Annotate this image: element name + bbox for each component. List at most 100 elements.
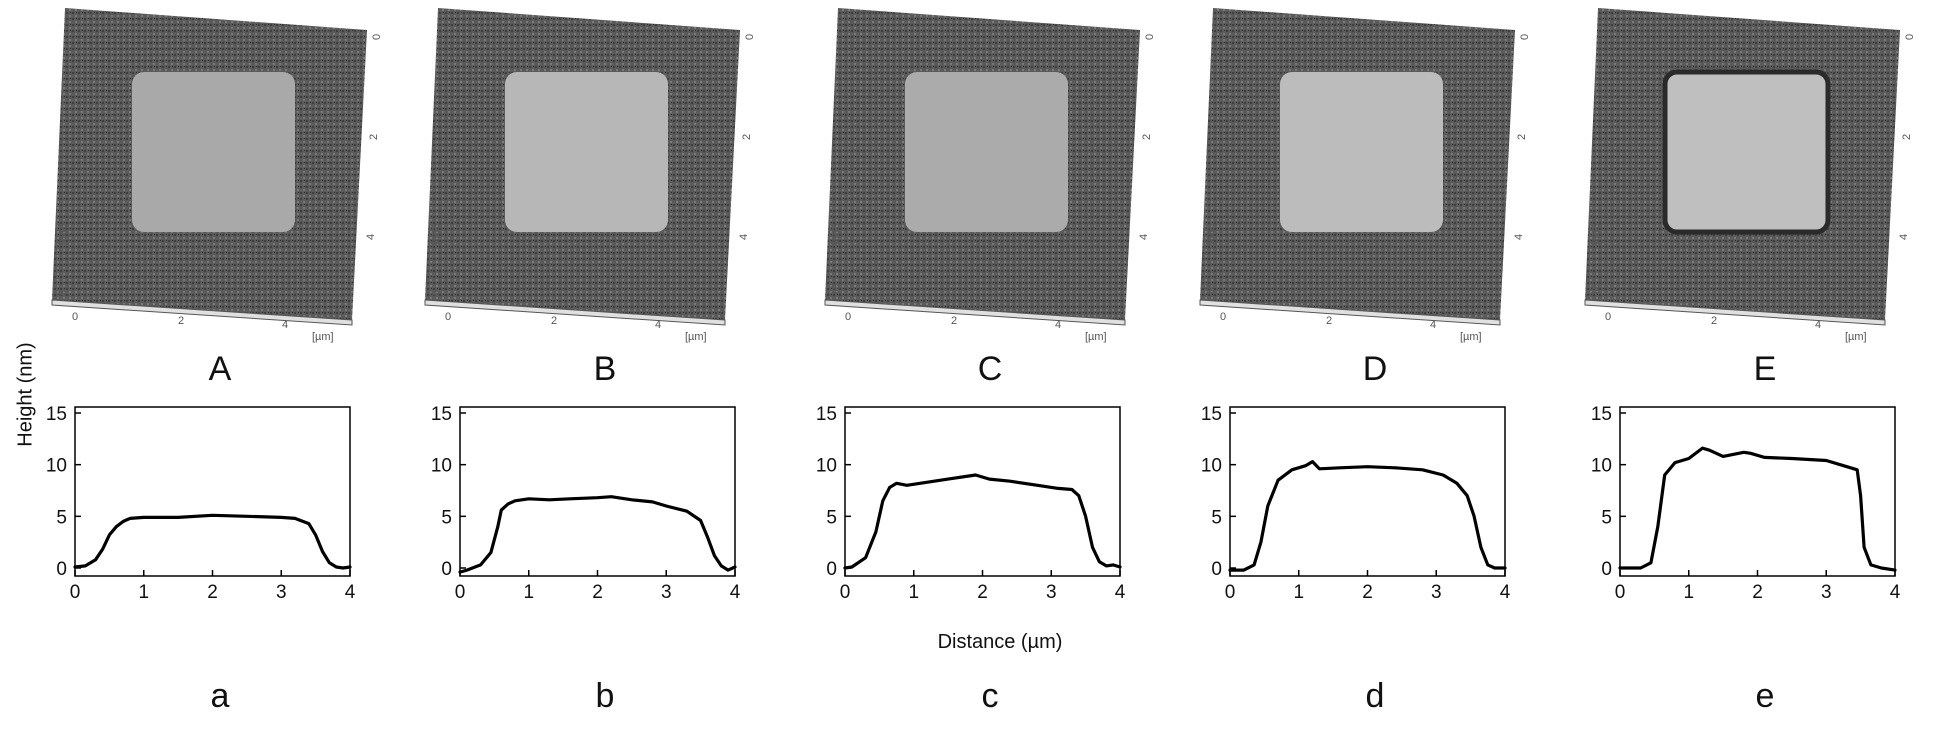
- afm-square: [505, 72, 668, 232]
- afm-y-tick: 4: [365, 234, 377, 240]
- x-tick-label: 0: [70, 582, 81, 603]
- x-tick-label: 2: [592, 582, 603, 603]
- image-label-A: A: [208, 350, 232, 388]
- afm-y-tick: 0: [744, 34, 756, 40]
- profile-plot-svg: 0 1 2 3 4 0 5 10 15: [1591, 404, 1901, 603]
- afm-y-tick: 4: [1513, 234, 1525, 240]
- y-tick-label: 15: [816, 404, 837, 425]
- height-profile-line: [1618, 446, 1897, 572]
- afm-z-unit: [nm]: [1590, 224, 1602, 245]
- afm-x-tick: 0: [845, 311, 851, 323]
- afm-y-tick: 4: [1898, 234, 1910, 240]
- plot-frame: [74, 406, 351, 577]
- image-label-E: E: [1753, 350, 1777, 388]
- height-profile-line: [843, 473, 1122, 570]
- afm-y-tick: 4: [1138, 234, 1150, 240]
- x-axis-label: Distance (µm): [937, 631, 1063, 653]
- afm-xy-unit: [µm]: [1085, 331, 1107, 343]
- x-tick-label: 1: [1293, 582, 1304, 603]
- afm-z-tick: 10: [830, 284, 842, 296]
- y-tick-label: 15: [46, 404, 67, 425]
- height-profile-line: [1228, 460, 1507, 572]
- y-tick-label: 0: [826, 559, 837, 580]
- afm-y-tick: 2: [1901, 134, 1913, 140]
- x-tick-label: 4: [1890, 582, 1901, 603]
- afm-y-tick: 2: [741, 134, 753, 140]
- y-axis-label: Height (nm): [14, 342, 37, 447]
- afm-z-tick: 5: [430, 290, 442, 296]
- afm-y-tick: 0: [1144, 34, 1156, 40]
- afm-square: [1662, 69, 1831, 235]
- height-profile-c: 0 1 2 3 4 0 5 10 15: [800, 395, 1130, 635]
- x-tick-label: 4: [1115, 582, 1126, 603]
- profile-plot-svg: 0 1 2 3 4 0 5 10 15: [431, 404, 741, 603]
- afm-z-tick: 5: [57, 290, 69, 296]
- afm-xy-unit: [µm]: [1845, 331, 1867, 343]
- afm-y-tick: 0: [1904, 34, 1916, 40]
- x-tick-label: 3: [1821, 582, 1832, 603]
- afm-z-unit: [nm]: [1205, 224, 1217, 245]
- afm-x-tick: 0: [1605, 311, 1611, 323]
- afm-z-unit: [nm]: [430, 224, 442, 245]
- afm-z-unit: [nm]: [57, 224, 69, 245]
- x-tick-label: 0: [455, 582, 466, 603]
- afm-x-tick: 4: [282, 319, 288, 331]
- afm-y-tick: 2: [1516, 134, 1528, 140]
- height-profile-b: 0 1 2 3 4 0 5 10 15: [415, 395, 745, 635]
- height-profile-line: [73, 513, 352, 570]
- afm-x-tick: 2: [1326, 315, 1332, 327]
- profile-plot-svg: 0 1 2 3 4 0 5 10 15: [46, 404, 356, 603]
- y-tick-label: 0: [441, 559, 452, 580]
- afm-image-B: [nm] 5 0 2 4 [µm] 0 2 4: [415, 0, 795, 345]
- x-tick-label: 2: [207, 582, 218, 603]
- y-tick-label: 0: [56, 559, 67, 580]
- profile-plot-svg: 0 1 2 3 4 0 5 10 15: [1201, 404, 1511, 603]
- profile-plot-svg: 0 1 2 3 4 0 5 10 15: [816, 404, 1126, 603]
- afm-x-tick: 2: [178, 315, 184, 327]
- afm-y-tick: 2: [368, 134, 380, 140]
- y-tick-label: 5: [1601, 507, 1612, 528]
- afm-surface-E: [nm] 15 0 2 4 [µm] 0 2 4: [1584, 8, 1916, 343]
- x-tick-label: 3: [1046, 582, 1057, 603]
- afm-xy-unit: [µm]: [1460, 331, 1482, 343]
- afm-x-tick: 2: [1711, 315, 1717, 327]
- image-label-D: D: [1362, 350, 1388, 388]
- afm-y-tick: 4: [738, 234, 750, 240]
- image-label-C: C: [977, 350, 1003, 388]
- y-tick-label: 10: [1201, 456, 1222, 477]
- afm-square: [132, 72, 295, 232]
- afm-x-tick: 4: [1815, 319, 1821, 331]
- afm-square: [905, 72, 1068, 232]
- y-tick-label: 5: [1211, 507, 1222, 528]
- afm-x-tick: 2: [551, 315, 557, 327]
- x-tick-label: 2: [1752, 582, 1763, 603]
- afm-x-tick: 0: [1220, 311, 1226, 323]
- x-tick-label: 4: [1500, 582, 1511, 603]
- x-tick-label: 0: [840, 582, 851, 603]
- afm-surface-C: [nm] 10 0 2 4 [µm] 0 2 4: [824, 8, 1156, 343]
- height-profile-a: 0 1 2 3 4 0 5 10 15: [30, 395, 360, 635]
- afm-surface-A: [nm] 5 0 2 4 [µm] 0 2 4: [51, 8, 383, 343]
- y-tick-label: 0: [1211, 559, 1222, 580]
- afm-z-unit: [nm]: [830, 224, 842, 245]
- x-tick-label: 2: [977, 582, 988, 603]
- height-profile-d: 0 1 2 3 4 0 5 10 15: [1185, 395, 1515, 635]
- afm-image-C: [nm] 10 0 2 4 [µm] 0 2 4: [815, 0, 1195, 345]
- x-tick-label: 1: [1683, 582, 1694, 603]
- afm-x-tick: 0: [445, 311, 451, 323]
- afm-y-tick: 2: [1141, 134, 1153, 140]
- panel-label-a: a: [210, 677, 230, 715]
- afm-square: [1280, 72, 1443, 232]
- x-tick-label: 3: [276, 582, 287, 603]
- panel-label-b: b: [595, 677, 615, 715]
- x-tick-label: 0: [1615, 582, 1626, 603]
- height-profile-line: [458, 495, 737, 574]
- y-tick-label: 15: [1591, 404, 1612, 425]
- x-tick-label: 2: [1362, 582, 1373, 603]
- afm-y-tick: 0: [371, 34, 383, 40]
- x-tick-label: 4: [345, 582, 356, 603]
- x-tick-label: 1: [908, 582, 919, 603]
- panel-label-c: c: [981, 677, 999, 715]
- afm-x-tick: 4: [655, 319, 661, 331]
- x-tick-label: 1: [523, 582, 534, 603]
